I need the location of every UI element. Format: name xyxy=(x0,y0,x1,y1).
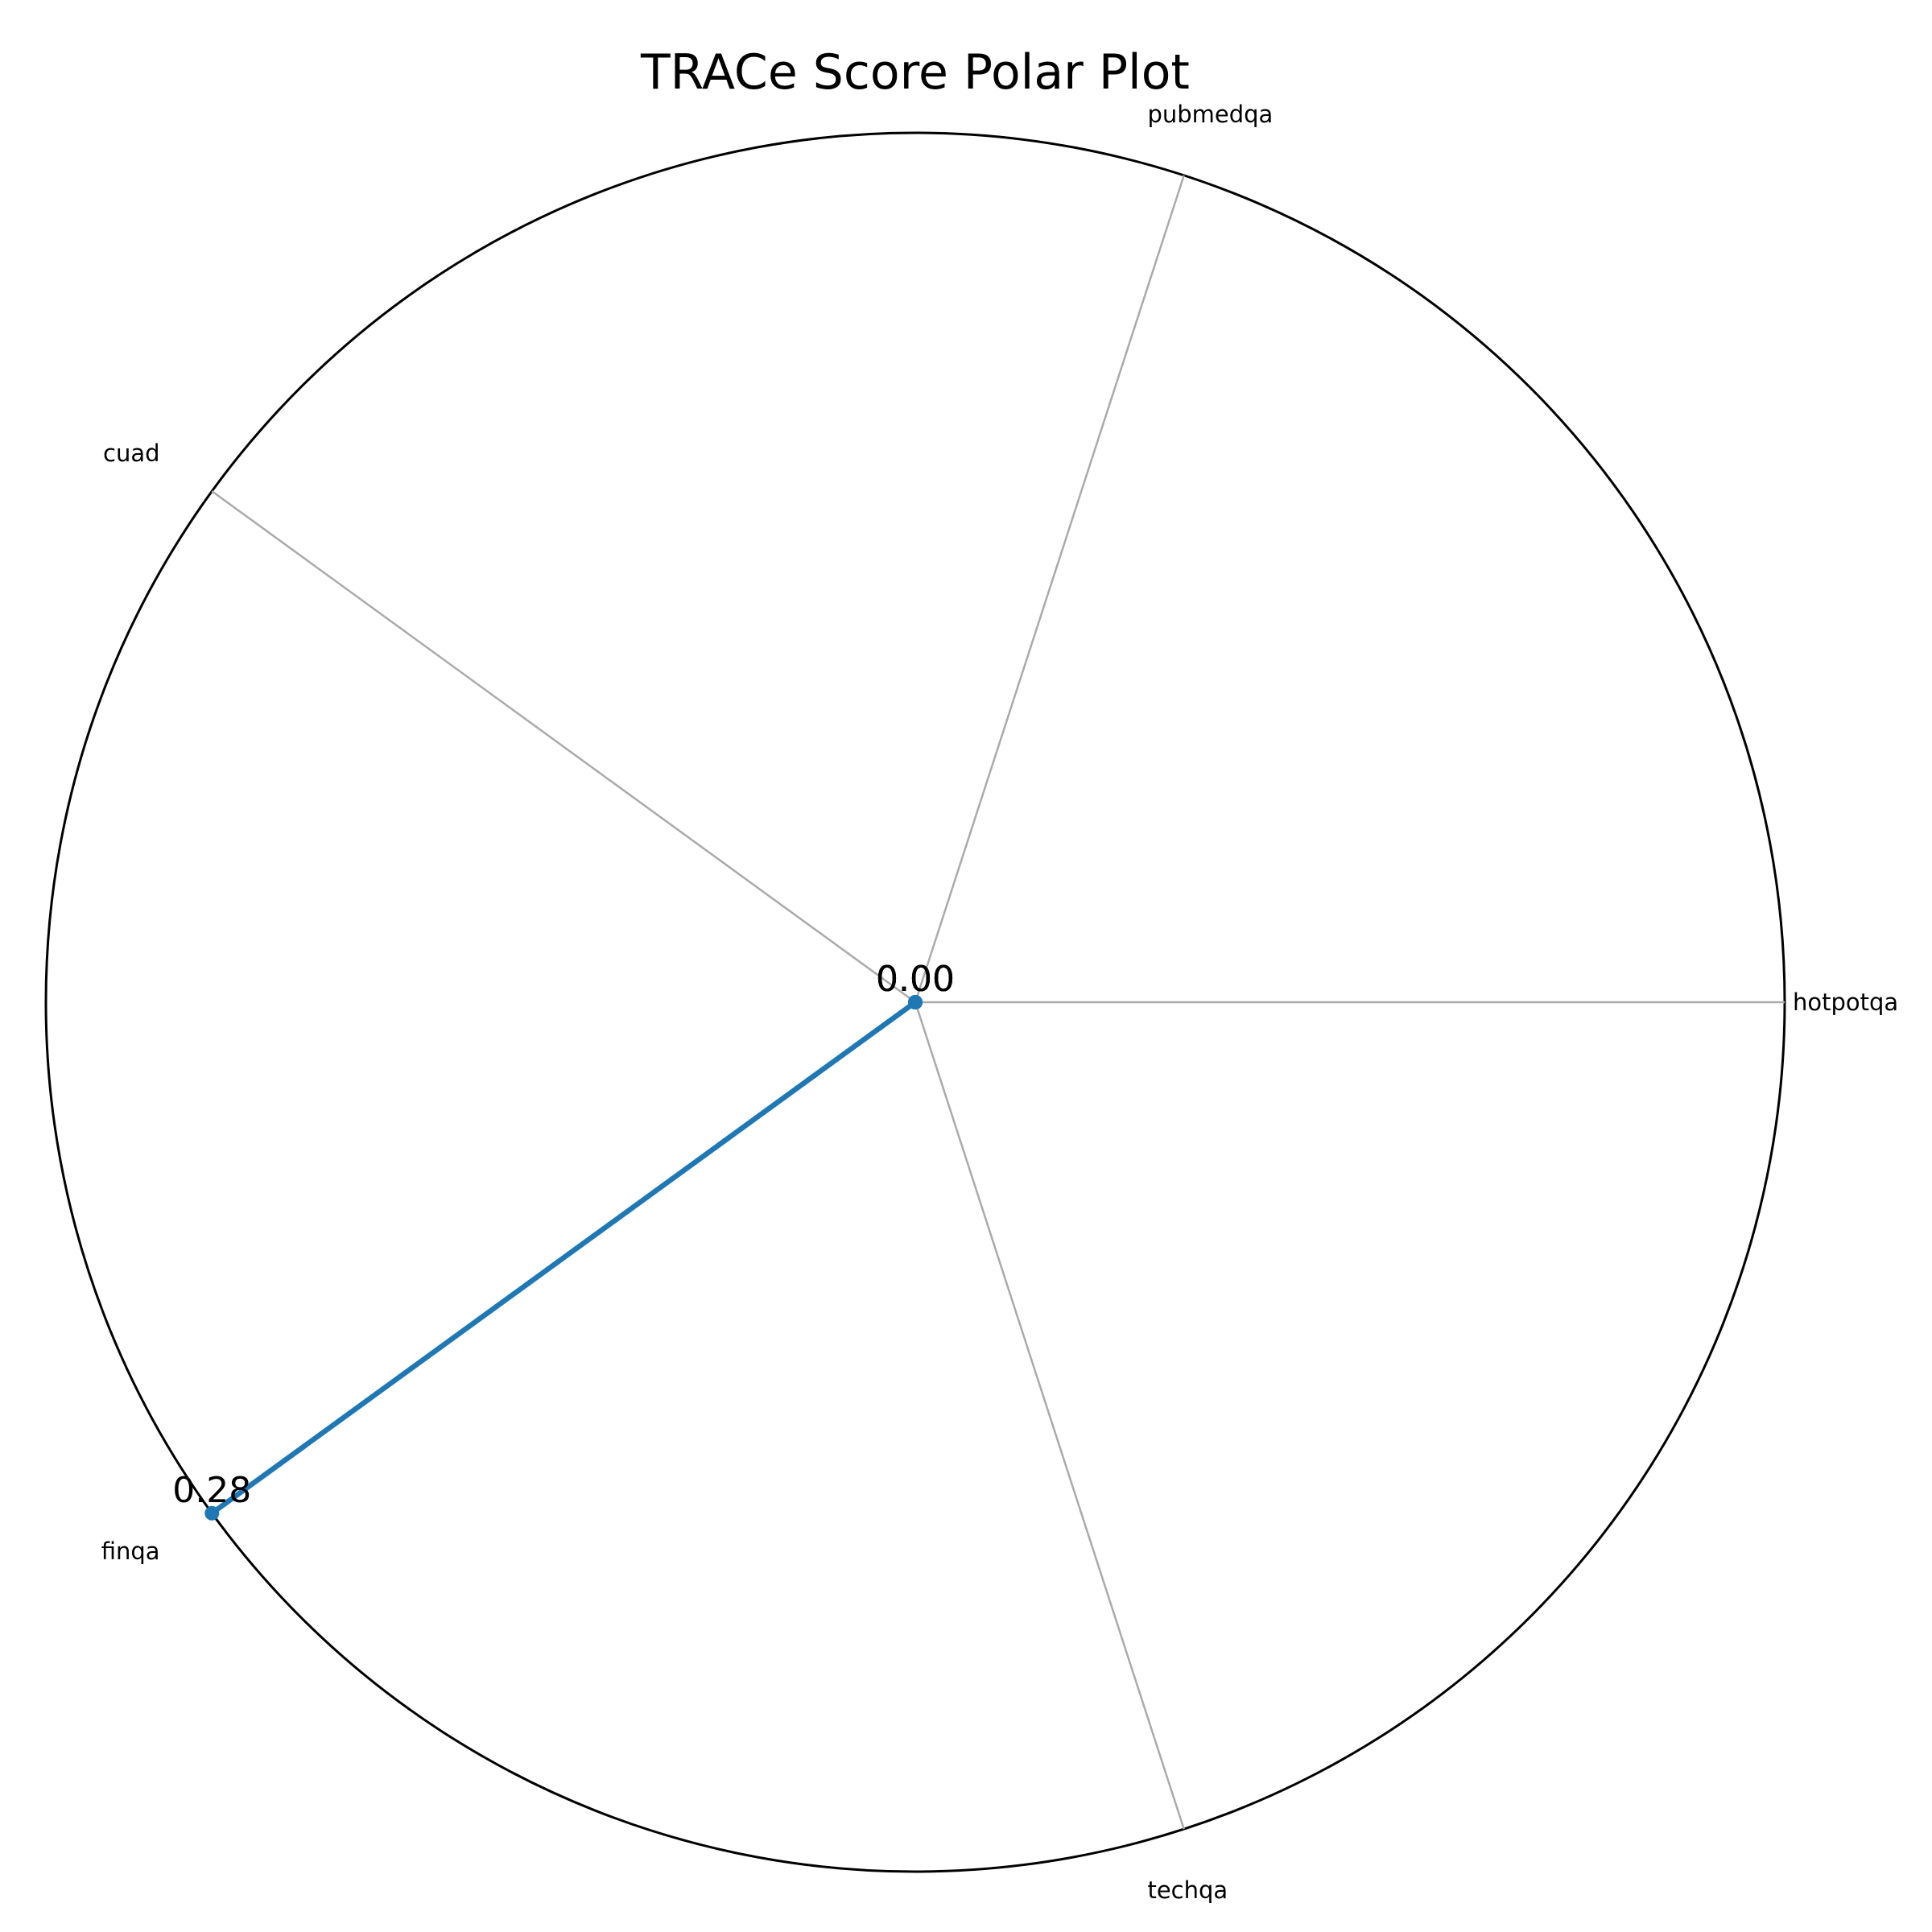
chart-title: TRACe Score Polar Plot xyxy=(640,44,1190,101)
category-label-hotpotqa: hotpotqa xyxy=(1793,989,1898,1016)
spoke-techqa xyxy=(914,1001,1185,1830)
data-label-finqa: 0.28 xyxy=(172,1470,251,1511)
category-label-finqa: finqa xyxy=(101,1538,160,1565)
spoke-pubmedqa xyxy=(914,175,1185,1003)
data-point-techqa xyxy=(908,995,923,1009)
data-label-hotpotqa: 0.00 xyxy=(876,959,955,1000)
data-point-finqa xyxy=(204,1505,220,1521)
spoke-group xyxy=(211,175,1785,1830)
category-label-pubmedqa: pubmedqa xyxy=(1147,101,1273,128)
category-label-techqa: techqa xyxy=(1147,1876,1228,1904)
series-layer xyxy=(204,995,923,1521)
category-label-group: hotpotqa pubmedqa cuad finqa techqa xyxy=(101,101,1898,1904)
data-label-group: 0.000.000.000.280.00 xyxy=(172,959,955,1511)
series-line xyxy=(209,999,919,1517)
data-label-techqa: 0.00 xyxy=(876,959,955,1000)
data-label-pubmedqa: 0.00 xyxy=(876,959,955,1000)
data-label-cuad: 0.00 xyxy=(876,959,955,1000)
category-label-cuad: cuad xyxy=(103,440,160,467)
spoke-cuad xyxy=(211,490,916,1004)
